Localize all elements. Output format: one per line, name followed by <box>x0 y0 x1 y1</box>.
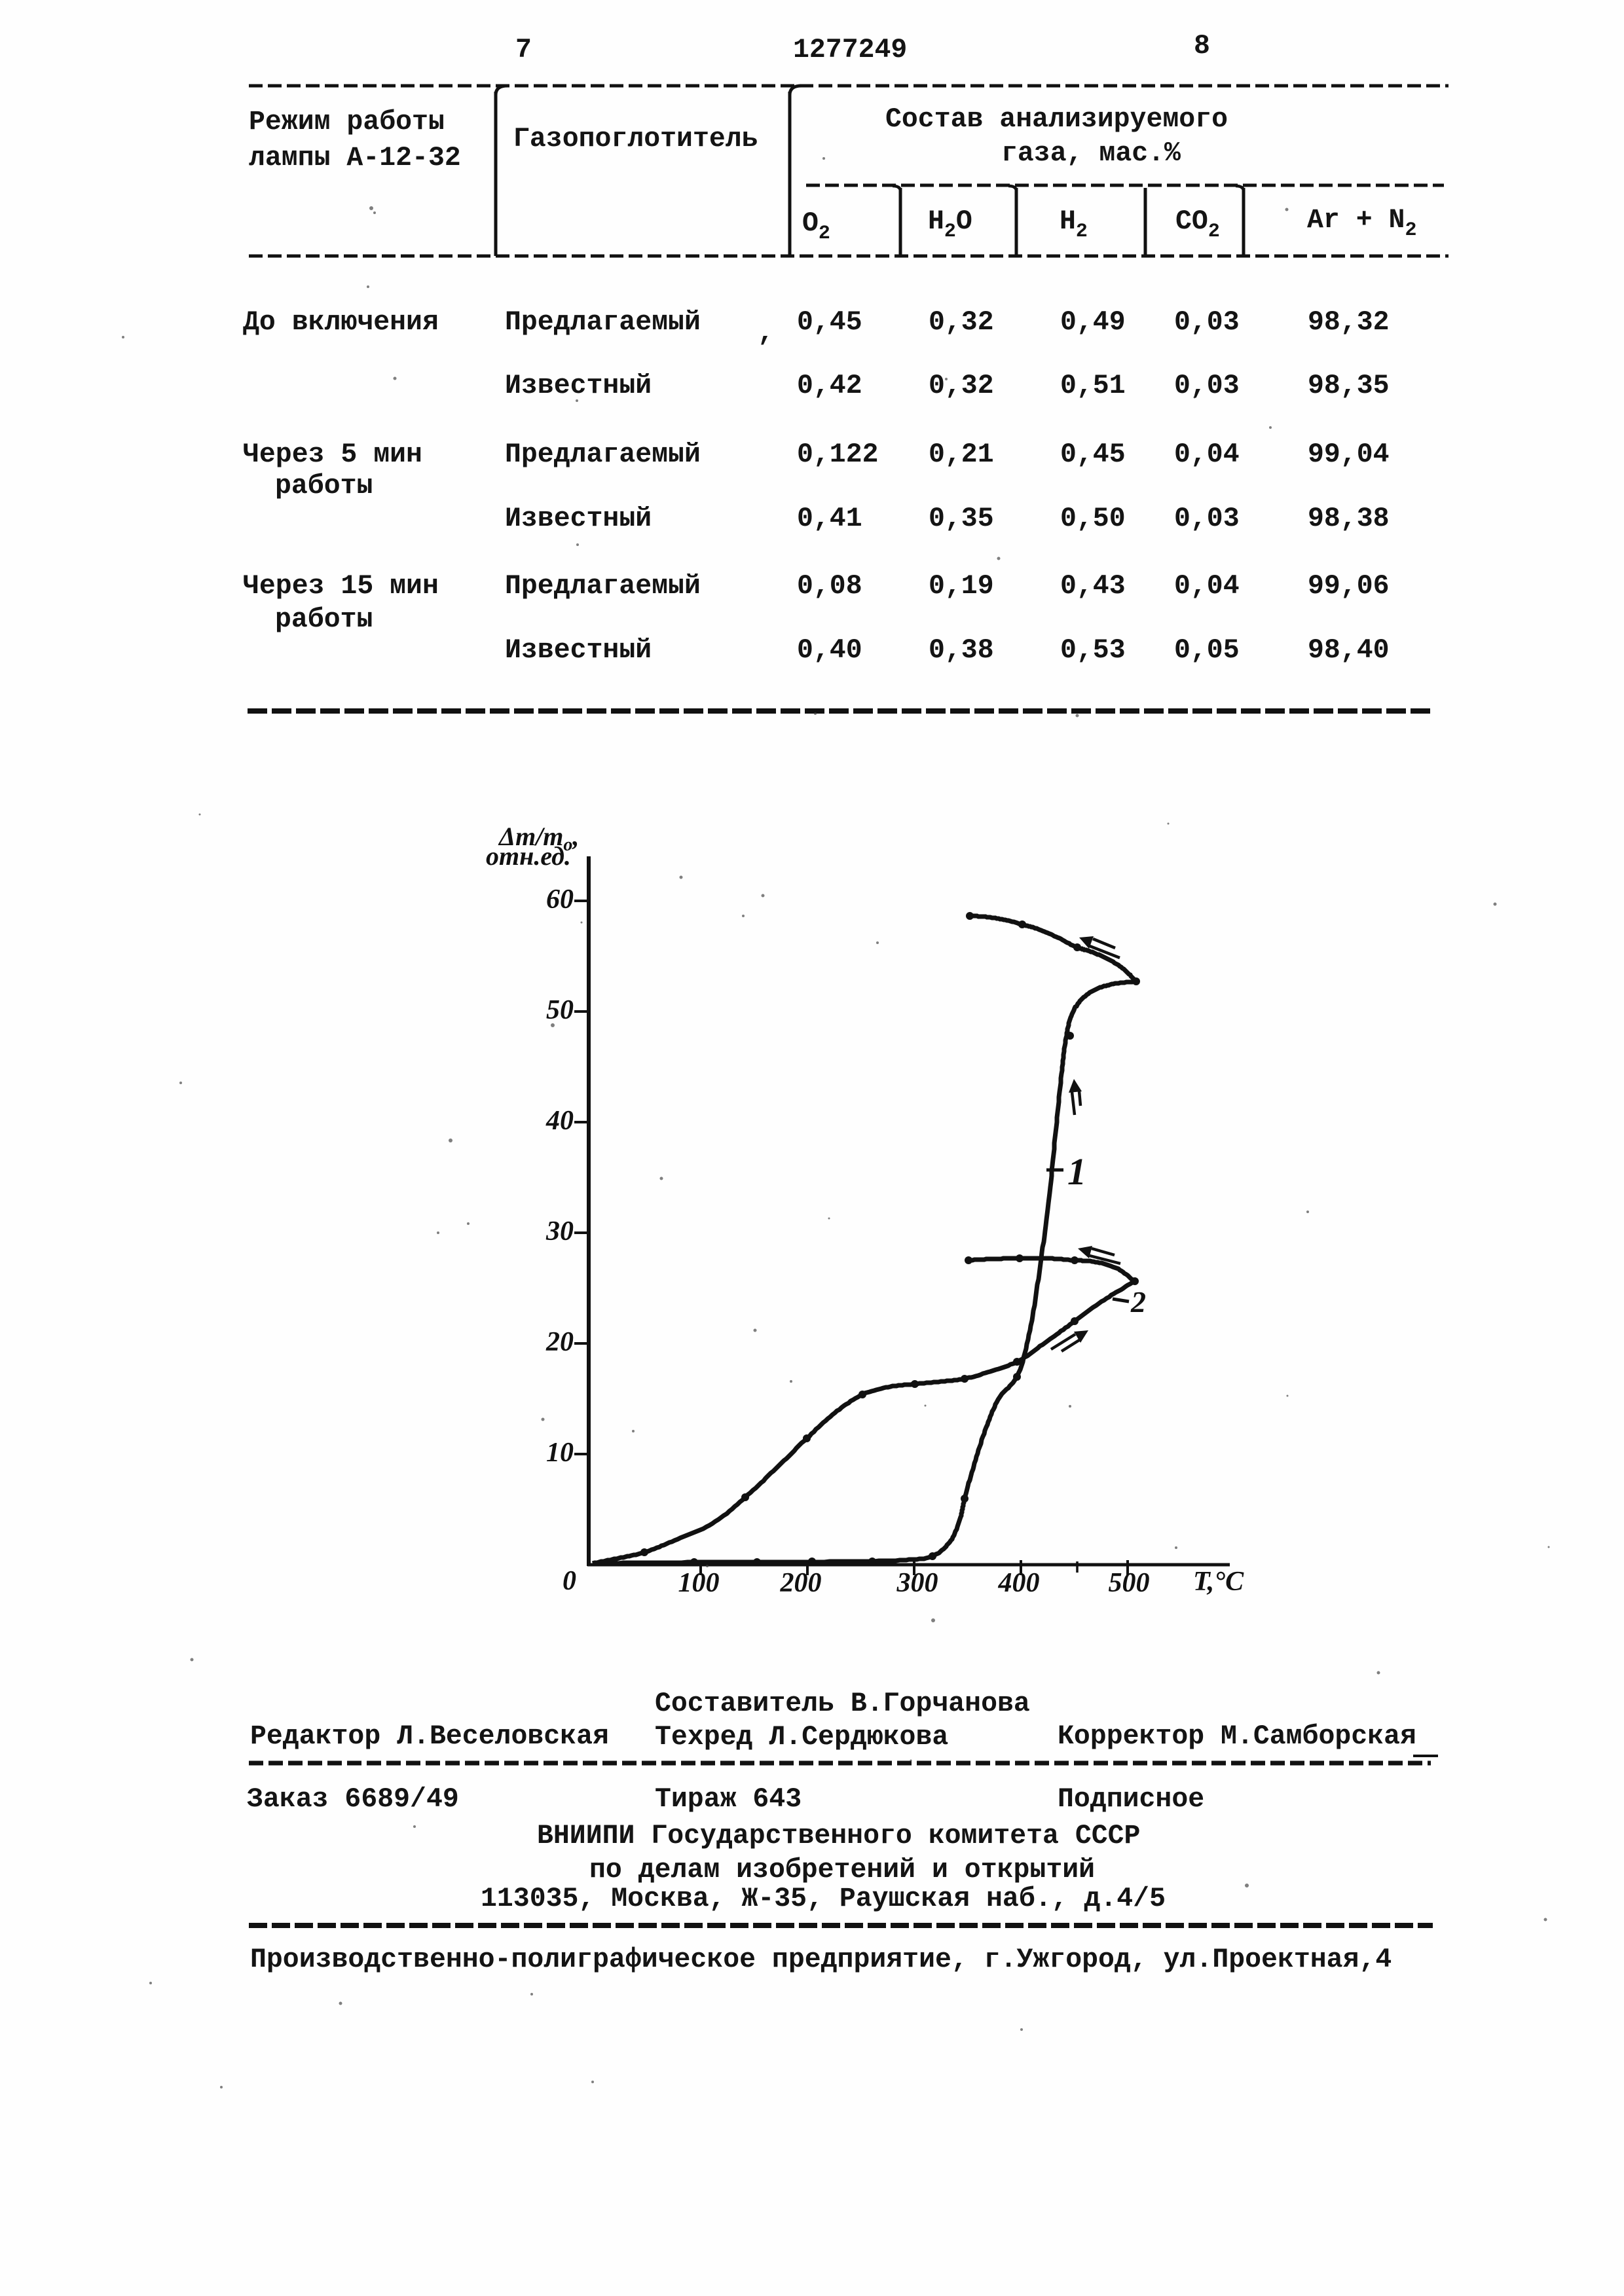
svg-text:0: 0 <box>563 1566 576 1596</box>
svg-text:100: 100 <box>678 1568 720 1598</box>
svg-text:60: 60 <box>546 884 574 915</box>
svg-text:2: 2 <box>1130 1285 1146 1319</box>
svg-text:20: 20 <box>545 1327 574 1357</box>
svg-text:50: 50 <box>546 995 574 1025</box>
svg-text:400: 400 <box>998 1568 1040 1598</box>
svg-text:30: 30 <box>545 1216 574 1247</box>
svg-text:500: 500 <box>1109 1568 1150 1598</box>
svg-text:T,°C: T,°C <box>1193 1567 1244 1597</box>
svg-text:отн.ед.: отн.ед. <box>486 841 571 871</box>
svg-text:1: 1 <box>1067 1150 1086 1193</box>
svg-text:40: 40 <box>545 1106 574 1136</box>
svg-text:300: 300 <box>896 1568 938 1598</box>
svg-text:10: 10 <box>546 1438 574 1468</box>
svg-text:200: 200 <box>780 1568 822 1598</box>
